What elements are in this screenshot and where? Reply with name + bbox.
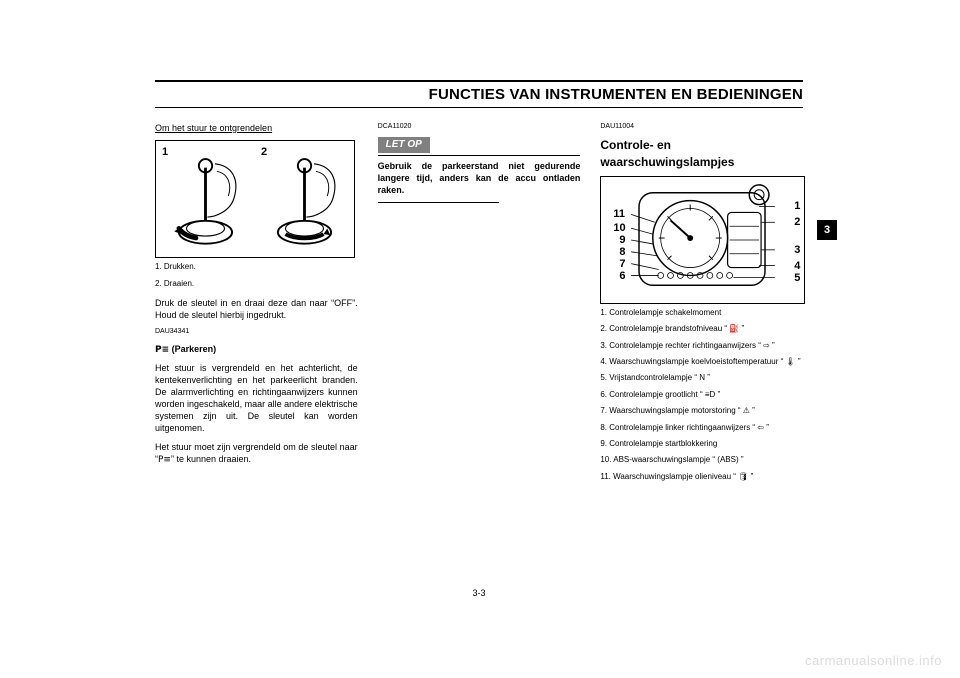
key-push-icon: [158, 143, 253, 255]
column-3: DAU11004 Controle- en waarschuwingslampj…: [600, 122, 803, 488]
callout-7: 7: [619, 259, 625, 270]
legend-1: 1. Controlelampje schakelmoment: [600, 308, 803, 318]
figure-step-label-1: 1: [162, 145, 168, 160]
docid-notice: DCA11020: [378, 122, 581, 131]
unlock-steering-text: Druk de sleutel in en draai deze dan naa…: [155, 297, 358, 321]
legend-8: 8. Controlelampje linker richtingaanwijz…: [600, 423, 803, 433]
dashboard-icon: [601, 177, 804, 303]
legend-7: 7. Waarschuwingslampje motorstoring “ ⚠ …: [600, 406, 803, 416]
parking-text-2: Het stuur moet zijn vergrendeld om de sl…: [155, 441, 358, 466]
parking-heading: P≡ (Parkeren): [155, 343, 358, 356]
parking-label: (Parkeren): [169, 344, 216, 354]
figure-unlock-step-1: 1: [158, 143, 253, 255]
parking-text-1: Het stuur is vergrendeld en het achterli…: [155, 362, 358, 435]
figure-step-label-2: 2: [261, 145, 267, 160]
docid-lamps: DAU11004: [600, 122, 803, 131]
notice-text: Gebruik de parkeerstand niet gedurende l…: [378, 160, 581, 196]
callout-6: 6: [619, 271, 625, 282]
legend-5: 5. Vrijstandcontrolelampje “ N ”: [600, 373, 803, 383]
rule-top: [155, 80, 803, 82]
lamps-title: Controle- en waarschuwingslampjes: [600, 137, 803, 169]
legend-10: 10. ABS-waarschuwingslampje “ (ABS) ”: [600, 455, 803, 465]
callout-8: 8: [619, 247, 625, 258]
figure-unlock-step-2: 2: [257, 143, 352, 255]
rule-under-heading: [155, 107, 803, 108]
callout-3: 3: [794, 245, 800, 256]
figure-unlock-steering: 1 2: [155, 140, 355, 258]
callout-5: 5: [794, 273, 800, 284]
legend-3: 3. Controlelampje rechter richtingaanwij…: [600, 341, 803, 351]
figure-caption-1: 1. Drukken.: [155, 262, 358, 272]
callout-11: 11: [613, 209, 625, 220]
notice-rule-bottom: [378, 202, 500, 203]
key-turn-icon: [257, 143, 352, 255]
docid-parking: DAU34341: [155, 327, 358, 336]
figure-caption-2: 2. Draaien.: [155, 279, 358, 289]
page-heading: FUNCTIES VAN INSTRUMENTEN EN BEDIENINGEN: [155, 86, 803, 103]
notice-rule: [378, 155, 581, 156]
legend-4: 4. Waarschuwingslampje koelvloeistoftemp…: [600, 357, 803, 367]
parking-icon-inline: P≡: [158, 455, 171, 465]
parking-icon: P≡: [155, 345, 169, 355]
figure-indicator-lamps: 1 2 3 4 5 11 10 9 8 7 6: [600, 176, 805, 304]
legend-6: 6. Controlelampje grootlicht “ ≡D ”: [600, 390, 803, 400]
callout-9: 9: [619, 235, 625, 246]
callout-4: 4: [794, 261, 800, 272]
chapter-tab: 3: [817, 220, 837, 240]
legend-9: 9. Controlelampje startblokkering: [600, 439, 803, 449]
legend-11: 11. Waarschuwingslampje olieniveau “ 🛢 ”: [600, 472, 803, 482]
legend-2: 2. Controlelampje brandstofniveau “ ⛽ ”: [600, 324, 803, 334]
column-2: DCA11020 LET OP Gebruik de parkeerstand …: [378, 122, 581, 488]
notice-label: LET OP: [378, 137, 430, 153]
unlock-steering-title: Om het stuur te ontgrendelen: [155, 122, 358, 134]
callout-1: 1: [794, 201, 800, 212]
callout-2: 2: [794, 217, 800, 228]
column-1: Om het stuur te ontgrendelen 1: [155, 122, 358, 488]
page-number: 3-3: [155, 588, 803, 598]
parking-text-2b: ” te kunnen draaien.: [171, 454, 251, 464]
callout-10: 10: [613, 223, 625, 234]
watermark: carmanualsonline.info: [805, 653, 942, 668]
